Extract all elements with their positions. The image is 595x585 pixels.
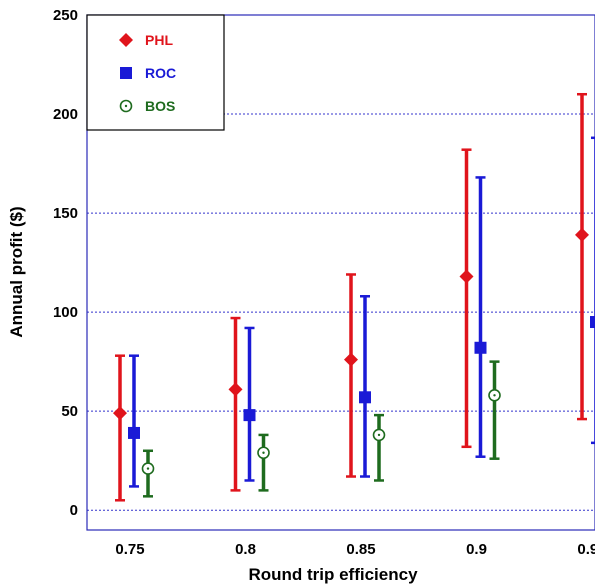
marker-PHL-0.8 xyxy=(228,382,243,397)
marker-ROC-0.9 xyxy=(474,341,487,354)
marker-ROC-0.85 xyxy=(359,391,371,404)
legend-marker-BOS xyxy=(119,99,133,113)
y-tick-250: 250 xyxy=(53,7,78,24)
legend-marker-PHL xyxy=(119,33,133,47)
grid-lines xyxy=(87,113,595,511)
marker-PHL-0.9 xyxy=(459,269,474,284)
y-tick-200: 200 xyxy=(53,106,78,123)
marker-BOS-0.75 xyxy=(141,462,155,475)
x-tick-0.85: 0.85 xyxy=(346,541,375,558)
y-tick-labels: 0 50 100 150 200 250 xyxy=(53,7,78,519)
y-tick-150: 150 xyxy=(53,205,78,222)
y-tick-50: 50 xyxy=(61,403,78,420)
x-tick-0.75: 0.75 xyxy=(115,541,144,558)
x-axis-label: Round trip efficiency xyxy=(248,565,418,584)
marker-ROC-0.75 xyxy=(128,426,140,439)
plot-area-frame xyxy=(86,14,595,531)
marker-PHL-0.95 xyxy=(575,227,589,242)
legend-box xyxy=(86,14,225,131)
data-series xyxy=(113,92,595,502)
x-tick-0.9: 0.9 xyxy=(466,541,487,558)
x-tick-labels: 0.75 0.8 0.85 0.9 0.95 xyxy=(115,541,595,558)
marker-ROC-0.8 xyxy=(243,409,256,422)
marker-BOS-0.8 xyxy=(257,446,270,460)
y-axis-label: Annual profit ($) xyxy=(7,206,26,337)
series-ROC xyxy=(128,136,595,488)
series-PHL xyxy=(113,92,589,502)
marker-ROC-0.95 xyxy=(590,316,595,329)
legend-label-ROC: ROC xyxy=(145,65,176,81)
y-tick-100: 100 xyxy=(53,304,78,321)
legend-label-BOS: BOS xyxy=(145,98,175,114)
marker-PHL-0.75 xyxy=(113,406,127,421)
legend-marker-ROC xyxy=(120,67,132,79)
x-tick-0.95: 0.95 xyxy=(577,541,595,558)
legend-label-PHL: PHL xyxy=(145,32,173,48)
x-tick-0.8: 0.8 xyxy=(235,541,256,558)
legend: PHL ROC BOS xyxy=(86,14,225,131)
y-tick-0: 0 xyxy=(70,502,78,519)
marker-BOS-0.85 xyxy=(372,428,386,442)
marker-BOS-0.9 xyxy=(488,389,501,402)
marker-PHL-0.85 xyxy=(344,352,358,367)
series-BOS xyxy=(141,360,501,498)
